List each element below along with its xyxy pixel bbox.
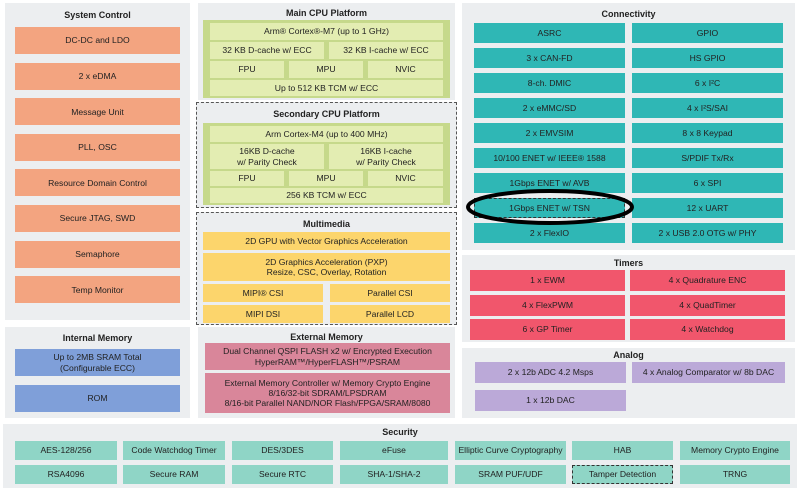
m4-nvic: NVIC: [368, 171, 443, 186]
security-block: SRAM PUF/UDF: [455, 465, 566, 484]
m7-nvic: NVIC: [368, 61, 443, 78]
parallel-lcd-block: Parallel LCD: [330, 305, 450, 323]
m4-fpu: FPU: [210, 171, 284, 186]
connectivity-block: 1Gbps ENET w/ TSN: [474, 198, 625, 218]
connectivity-block: HS GPIO: [632, 48, 783, 68]
security-block: Elliptic Curve Cryptography: [455, 441, 566, 460]
system-control-block: PLL, OSC: [15, 133, 180, 161]
timer-block: 4 x QuadTimer: [630, 294, 785, 316]
m4-dcache: 16KB D-cache w/ Parity Check: [210, 144, 324, 169]
analog-panel: Analog 2 x 12b ADC 4.2 Msps 4 x Analog C…: [462, 348, 795, 418]
system-control-block: Semaphore: [15, 240, 180, 268]
main-cpu-panel: Main CPU Platform Arm® Cortex®-M7 (up to…: [198, 3, 455, 100]
connectivity-block: 2 x FlexIO: [474, 223, 625, 243]
m4-core: Arm Cortex-M4 (up to 400 MHz): [210, 126, 443, 142]
internal-memory-title: Internal Memory: [62, 333, 133, 343]
security-block: AES-128/256: [15, 441, 117, 460]
connectivity-block: 8-ch. DMIC: [474, 73, 625, 93]
multimedia-panel: Multimedia 2D GPU with Vector Graphics A…: [196, 212, 457, 325]
security-block: Code Watchdog Timer: [123, 441, 225, 460]
pxp-block: 2D Graphics Acceleration (PXP) Resize, C…: [203, 253, 450, 281]
rom-block: ROM: [15, 385, 180, 412]
m7-dcache: 32 KB D-cache w/ ECC: [210, 42, 324, 59]
adc-block: 2 x 12b ADC 4.2 Msps: [475, 362, 626, 383]
system-control-block: Temp Monitor: [15, 276, 180, 304]
sram-block: Up to 2MB SRAM Total (Configurable ECC): [15, 349, 180, 376]
tsn-highlight-ellipse: [466, 189, 634, 225]
security-block: SHA-1/SHA-2: [340, 465, 448, 484]
connectivity-title: Connectivity: [601, 9, 656, 19]
comparator-block: 4 x Analog Comparator w/ 8b DAC: [632, 362, 785, 383]
m7-tcm: Up to 512 KB TCM w/ ECC: [210, 80, 443, 96]
connectivity-block: 1Gbps ENET w/ AVB: [474, 173, 625, 193]
connectivity-panel: Connectivity ASRC 3 x CAN-FD 8-ch. DMIC 2 x…: [462, 3, 795, 250]
security-block: TRNG: [680, 465, 790, 484]
connectivity-block: ASRC: [474, 23, 625, 43]
connectivity-block: 2 x eMMC/SD: [474, 98, 625, 118]
connectivity-block: 6 x SPI: [632, 173, 783, 193]
external-memory-title: External Memory: [290, 332, 363, 342]
connectivity-block: 8 x 8 Keypad: [632, 123, 783, 143]
security-panel: Security AES-128/256 Code Watchdog Timer D…: [3, 424, 797, 488]
security-block: DES/3DES: [232, 441, 333, 460]
security-block: RSA4096: [15, 465, 117, 484]
external-memory-panel: External Memory Dual Channel QSPI FLASH …: [198, 327, 455, 418]
m7-fpu: FPU: [210, 61, 284, 78]
qspi-block: Dual Channel QSPI FLASH x2 w/ Encrypted …: [205, 343, 450, 370]
connectivity-block: S/PDIF Tx/Rx: [632, 148, 783, 168]
mipi-dsi-block: MIPI DSI: [203, 305, 323, 323]
connectivity-block: 2 x USB 2.0 OTG w/ PHY: [632, 223, 783, 243]
security-block: Secure RTC: [232, 465, 333, 484]
security-title: Security: [382, 427, 418, 437]
security-block: Secure RAM: [123, 465, 225, 484]
internal-memory-panel: Internal Memory Up to 2MB SRAM Total (Co…: [5, 327, 190, 418]
connectivity-block: 3 x CAN-FD: [474, 48, 625, 68]
m7-icache: 32 KB I-cache w/ ECC: [329, 42, 443, 59]
gpu-block: 2D GPU with Vector Graphics Acceleration: [203, 232, 450, 250]
connectivity-block: GPIO: [632, 23, 783, 43]
timer-block: 6 x GP Timer: [470, 319, 625, 340]
security-block: Tamper Detection: [572, 465, 673, 484]
secondary-cpu-panel: Secondary CPU Platform Arm Cortex-M4 (up…: [196, 102, 457, 208]
main-cpu-core-group: Arm® Cortex®-M7 (up to 1 GHz) 32 KB D-ca…: [203, 20, 450, 98]
m7-core: Arm® Cortex®-M7 (up to 1 GHz): [210, 23, 443, 40]
system-control-block: Message Unit: [15, 98, 180, 126]
secondary-cpu-core-group: Arm Cortex-M4 (up to 400 MHz) 16KB D-cac…: [203, 123, 450, 205]
timer-block: 4 x FlexPWM: [470, 294, 625, 316]
connectivity-block: 6 x I²C: [632, 73, 783, 93]
system-control-title: System Control: [64, 10, 131, 20]
system-control-block: Secure JTAG, SWD: [15, 205, 180, 232]
main-cpu-title: Main CPU Platform: [285, 8, 367, 18]
multimedia-title: Multimedia: [302, 219, 350, 229]
security-block: HAB: [572, 441, 673, 460]
mipi-csi-block: MIPI® CSI: [203, 284, 323, 302]
connectivity-block: 12 x UART: [632, 198, 783, 218]
secondary-cpu-title: Secondary CPU Platform: [273, 109, 380, 119]
analog-title: Analog: [613, 350, 644, 360]
timer-block: 4 x Quadrature ENC: [630, 270, 785, 291]
parallel-csi-block: Parallel CSI: [330, 284, 450, 302]
dac-block: 1 x 12b DAC: [475, 390, 626, 411]
system-control-panel: System Control DC-DC and LDO 2 x eDMA Mess…: [5, 3, 190, 320]
timers-panel: Timers 1 x EWM 4 x FlexPWM 6 x GP Timer 4 x…: [462, 255, 795, 342]
m4-icache: 16KB I-cache w/ Parity Check: [329, 144, 443, 169]
m7-mpu: MPU: [289, 61, 363, 78]
m4-mpu: MPU: [289, 171, 363, 186]
connectivity-block: 4 x I²S/SAI: [632, 98, 783, 118]
timers-title: Timers: [613, 258, 644, 268]
timer-block: 1 x EWM: [470, 270, 625, 291]
system-control-block: Resource Domain Control: [15, 169, 180, 197]
timer-block: 4 x Watchdog: [630, 319, 785, 340]
m4-tcm: 256 KB TCM w/ ECC: [210, 188, 443, 203]
connectivity-block: 10/100 ENET w/ IEEE® 1588: [474, 148, 625, 168]
connectivity-block: 2 x EMVSIM: [474, 123, 625, 143]
system-control-block: DC-DC and LDO: [15, 27, 180, 54]
emc-block: External Memory Controller w/ Memory Cry…: [205, 373, 450, 413]
system-control-block: 2 x eDMA: [15, 62, 180, 90]
security-block: Memory Crypto Engine: [680, 441, 790, 460]
security-block: eFuse: [340, 441, 448, 460]
